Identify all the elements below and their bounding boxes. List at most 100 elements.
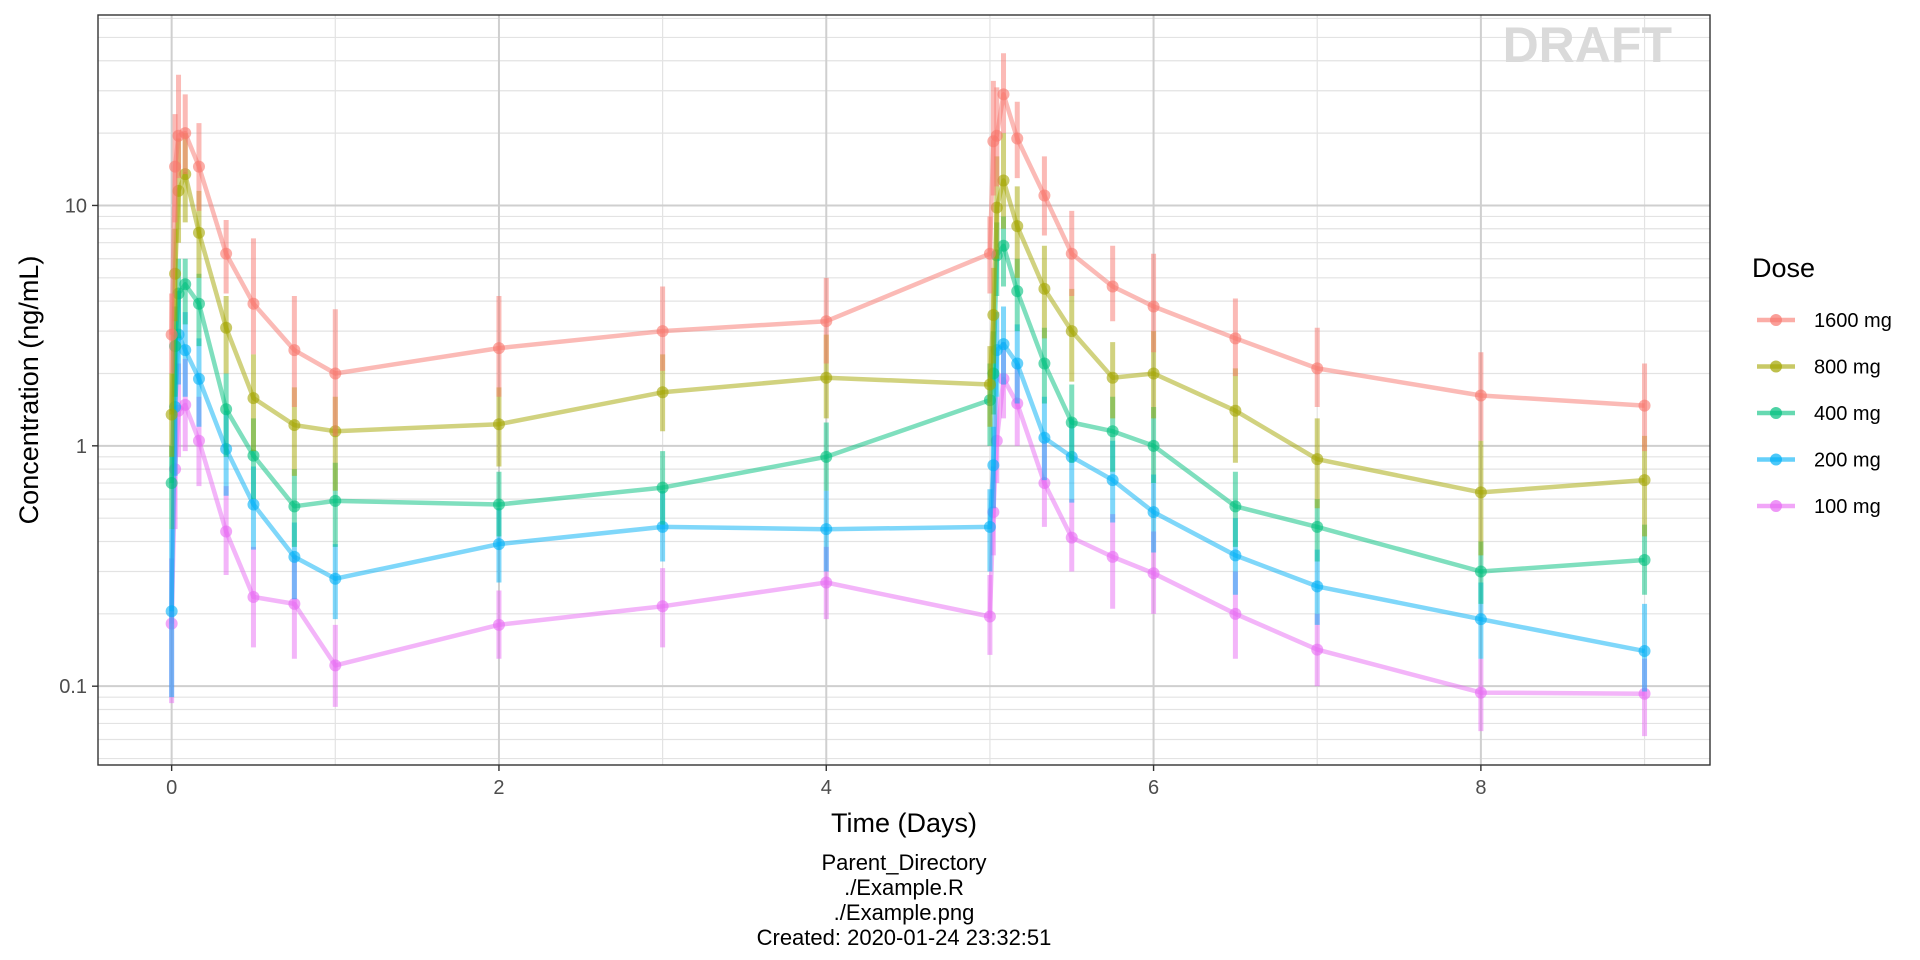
data-point	[1011, 132, 1024, 145]
data-point	[247, 498, 260, 511]
data-point	[1147, 506, 1160, 519]
data-point	[220, 403, 233, 416]
data-point	[192, 297, 205, 310]
y-axis-title: Concentration (ng/mL)	[14, 256, 44, 525]
data-point	[165, 408, 178, 421]
legend-key-point	[1770, 500, 1782, 512]
data-point	[1638, 645, 1651, 658]
data-point	[165, 328, 178, 341]
data-point	[329, 572, 342, 585]
legend-key-point	[1770, 314, 1782, 326]
data-point	[1147, 439, 1160, 452]
data-point	[329, 659, 342, 672]
data-point	[288, 500, 301, 513]
data-point	[1065, 247, 1078, 260]
caption-line: Parent_Directory	[821, 850, 986, 875]
data-point	[997, 239, 1010, 252]
x-tick-label: 6	[1148, 777, 1159, 799]
data-point	[192, 434, 205, 447]
data-point	[820, 315, 833, 328]
data-point	[220, 247, 233, 260]
data-point	[990, 201, 1003, 214]
data-point	[1106, 371, 1119, 384]
data-point	[329, 494, 342, 507]
data-point	[987, 309, 1000, 322]
legend-key-point	[1770, 407, 1782, 419]
caption-line: ./Example.png	[834, 900, 975, 925]
data-point	[656, 520, 669, 533]
series-1600-mg	[165, 53, 1651, 452]
legend-label: 800 mg	[1814, 357, 1881, 379]
data-point	[656, 600, 669, 613]
legend-title: Dose	[1752, 253, 1815, 283]
data-point	[997, 88, 1010, 101]
data-point	[288, 344, 301, 357]
data-point	[165, 477, 178, 490]
data-point	[656, 386, 669, 399]
data-point	[1474, 613, 1487, 626]
y-axis: 0.1 1 10	[59, 195, 98, 698]
data-point	[1011, 357, 1024, 370]
data-point	[1106, 474, 1119, 487]
data-point	[1147, 567, 1160, 580]
data-point	[983, 247, 996, 260]
data-point	[492, 342, 505, 355]
data-point	[820, 371, 833, 384]
data-point	[1229, 500, 1242, 513]
plot-panel-border	[97, 14, 1711, 766]
data-point	[1229, 404, 1242, 417]
data-point	[1638, 474, 1651, 487]
data-point	[192, 160, 205, 173]
data-point	[1311, 520, 1324, 533]
data-point	[983, 520, 996, 533]
legend: Dose 1600 mg 800 mg 400 mg 200 mg 100 mg	[1752, 253, 1892, 518]
caption-line: Created: 2020-01-24 23:32:51	[757, 925, 1052, 950]
data-point	[1229, 549, 1242, 562]
data-point	[820, 523, 833, 536]
data-point	[192, 372, 205, 385]
data-point	[1147, 300, 1160, 313]
series-layer	[165, 53, 1651, 737]
data-point	[288, 550, 301, 563]
y-tick-label: 1	[76, 436, 87, 458]
legend-label: 1600 mg	[1814, 310, 1892, 332]
data-point	[247, 590, 260, 603]
minor-gridlines	[98, 15, 1710, 765]
data-point	[288, 597, 301, 610]
data-point	[820, 576, 833, 589]
data-point	[987, 459, 1000, 472]
caption-line: ./Example.R	[844, 875, 964, 900]
data-point	[1038, 282, 1051, 295]
data-point	[1011, 285, 1024, 298]
legend-entry: 1600 mg	[1757, 310, 1892, 332]
data-point	[983, 378, 996, 391]
data-point	[492, 538, 505, 551]
data-point	[997, 174, 1010, 187]
data-point	[1065, 531, 1078, 544]
x-tick-label: 2	[493, 777, 504, 799]
caption: Parent_Directory ./Example.R ./Example.p…	[757, 850, 1052, 950]
data-point	[1638, 687, 1651, 700]
x-axis: 0 2 4 6 8	[166, 765, 1486, 799]
legend-entry: 400 mg	[1757, 403, 1881, 425]
data-point	[1065, 416, 1078, 429]
data-point	[983, 610, 996, 623]
data-point	[997, 338, 1010, 351]
data-point	[1474, 389, 1487, 402]
x-tick-label: 8	[1475, 777, 1486, 799]
data-point	[1011, 220, 1024, 233]
data-point	[1147, 367, 1160, 380]
data-point	[1311, 580, 1324, 593]
data-point	[179, 278, 192, 291]
legend-entry: 100 mg	[1757, 496, 1881, 518]
legend-label: 400 mg	[1814, 403, 1881, 425]
data-point	[179, 398, 192, 411]
data-point	[1311, 643, 1324, 656]
data-point	[288, 419, 301, 432]
legend-entry: 800 mg	[1757, 357, 1881, 379]
data-point	[1638, 553, 1651, 566]
data-point	[1038, 431, 1051, 444]
data-point	[492, 618, 505, 631]
data-point	[1311, 362, 1324, 375]
